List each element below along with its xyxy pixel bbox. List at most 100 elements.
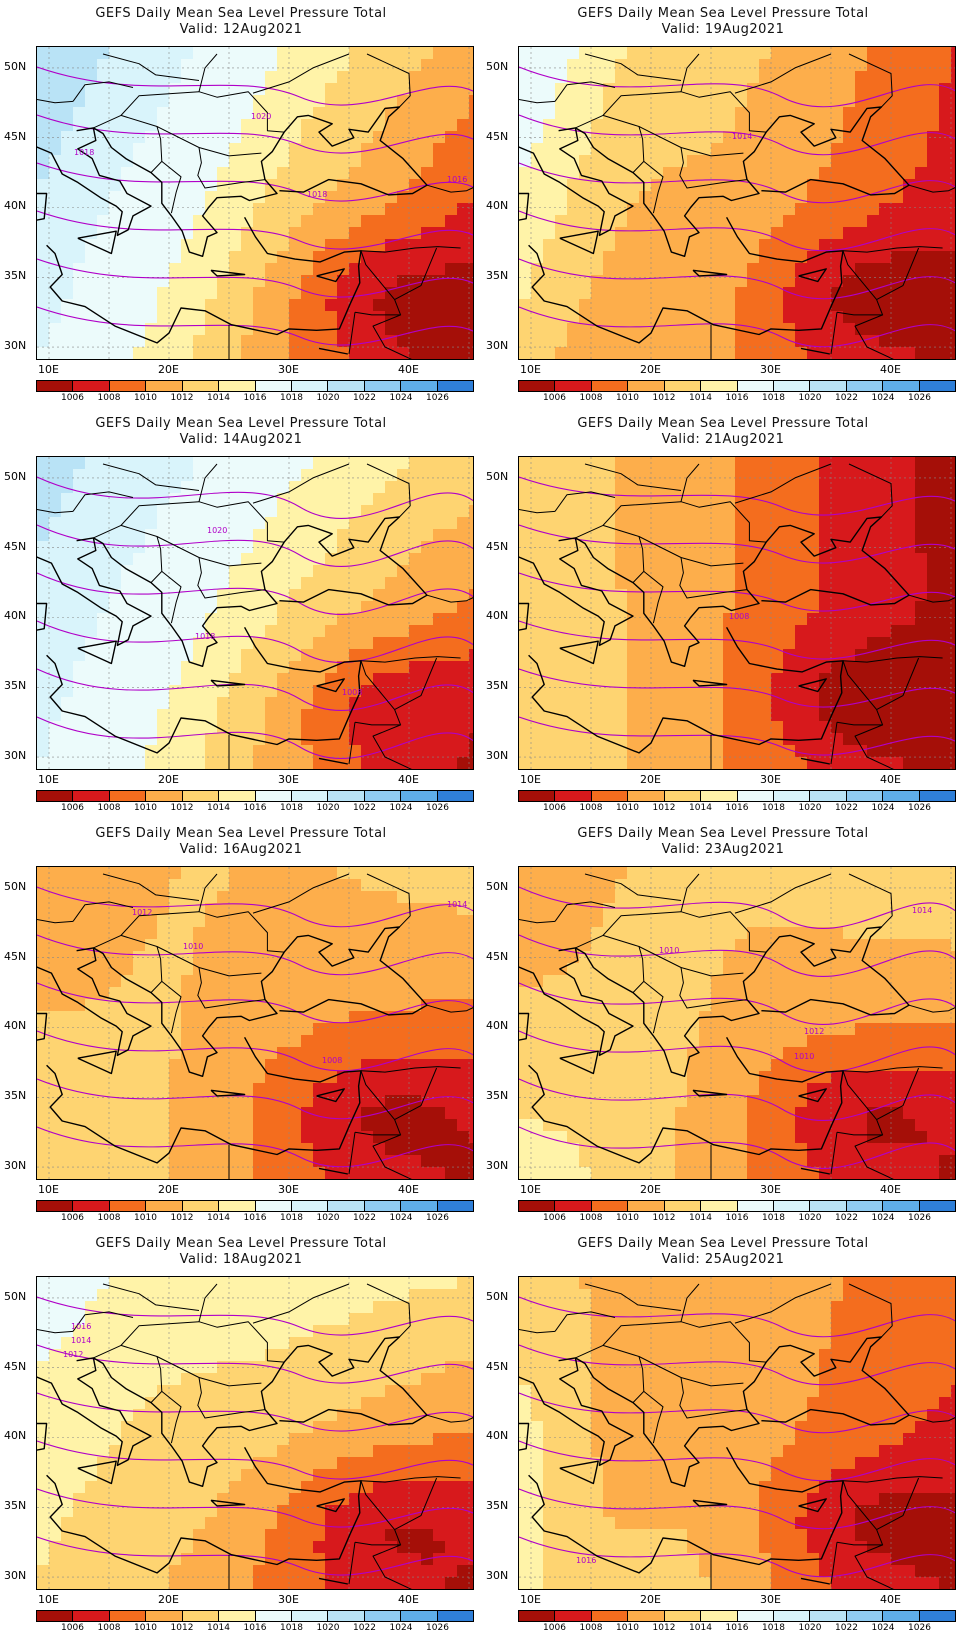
pressure-map: 1012 1010 1008 1014 xyxy=(36,866,474,1180)
colorbar-tick-label: 1022 xyxy=(835,1213,858,1223)
lat-tick-label: 35N xyxy=(486,1499,509,1513)
colorbar-swatch xyxy=(37,791,74,801)
colorbar-tick-label: 1006 xyxy=(61,1213,84,1223)
colorbar-tick-label: 1020 xyxy=(798,1623,822,1633)
colorbar-swatch xyxy=(628,1201,665,1211)
colorbar-tick-label: 1026 xyxy=(426,803,449,813)
colorbar-tick-label: 1020 xyxy=(316,803,340,813)
colorbar xyxy=(36,380,474,392)
colorbar-tick-label: 1020 xyxy=(798,393,822,403)
lon-tick-label: 30E xyxy=(760,1183,781,1196)
lat-tick-label: 40N xyxy=(486,199,509,213)
contour-label: 1008 xyxy=(342,688,362,697)
colorbar-swatch xyxy=(555,1201,592,1211)
colorbar-swatch xyxy=(810,791,847,801)
colorbar-tick-label: 1026 xyxy=(908,1213,931,1223)
colorbar-swatch xyxy=(919,791,956,801)
colorbar-swatch xyxy=(219,791,256,801)
lon-tick-label: 40E xyxy=(880,363,901,376)
map-panel-6: GEFS Daily Mean Sea Level Pressure Total… xyxy=(482,820,964,1230)
colorbar-tick-label: 1022 xyxy=(835,803,858,813)
colorbar-ticks: 1006 1008 1010 1012 1014 1016 1018 1020 1022 1024… xyxy=(36,393,474,405)
contour-label: 1010 xyxy=(183,942,203,951)
colorbar-swatch xyxy=(109,1201,147,1211)
colorbar-swatch xyxy=(37,1611,74,1621)
lon-tick-label: 30E xyxy=(278,1593,299,1606)
contour-label: 1008 xyxy=(322,1056,342,1065)
lon-tick-label: 40E xyxy=(398,1183,419,1196)
colorbar-tick-label: 1024 xyxy=(871,1213,895,1223)
colorbar-swatch xyxy=(591,1611,629,1621)
map-panel-3: GEFS Daily Mean Sea Level Pressure Total… xyxy=(0,410,482,820)
pressure-shading xyxy=(519,47,955,359)
contour-label: 1020 xyxy=(251,112,271,121)
colorbar-tick-label: 1024 xyxy=(871,393,895,403)
pressure-map: 1016 xyxy=(518,1276,956,1590)
lat-tick-label: 35N xyxy=(4,269,27,283)
lat-tick-label: 30N xyxy=(486,1159,509,1173)
contour-label: 1014 xyxy=(447,900,467,909)
pressure-shading xyxy=(37,47,473,359)
colorbar-ticks: 1006 1008 1010 1012 1014 1016 1018 1020 1022 1024… xyxy=(36,1213,474,1225)
colorbar-tick-label: 1020 xyxy=(316,1213,340,1223)
lon-tick-label: 40E xyxy=(880,1593,901,1606)
lat-tick-label: 40N xyxy=(4,1019,27,1033)
panel-valid-date: Valid: 21Aug2021 xyxy=(661,432,785,447)
colorbar-swatch xyxy=(146,1201,183,1211)
colorbar-tick-label: 1020 xyxy=(316,393,340,403)
pressure-shading xyxy=(519,1277,955,1589)
lat-tick-label: 40N xyxy=(486,1429,509,1443)
map-panel-8: GEFS Daily Mean Sea Level Pressure Total… xyxy=(482,1230,964,1640)
colorbar-swatch xyxy=(846,1611,884,1621)
lon-tick-label: 40E xyxy=(880,773,901,786)
colorbar-tick-label: 1016 xyxy=(243,1213,267,1223)
colorbar-tick-label: 1006 xyxy=(543,1623,566,1633)
panel-valid-date: Valid: 18Aug2021 xyxy=(179,1252,303,1267)
lon-tick-label: 20E xyxy=(640,363,661,376)
colorbar-tick-label: 1008 xyxy=(97,1213,121,1223)
panel-title: GEFS Daily Mean Sea Level Pressure Total xyxy=(577,6,869,21)
lat-tick-label: 40N xyxy=(486,609,509,623)
panel-valid-date: Valid: 16Aug2021 xyxy=(179,842,303,857)
colorbar-tick-label: 1008 xyxy=(97,393,121,403)
colorbar-swatch xyxy=(401,1611,438,1621)
colorbar-tick-label: 1014 xyxy=(207,1213,230,1223)
colorbar-tick-label: 1018 xyxy=(762,1213,785,1223)
contour-label: 1016 xyxy=(576,1556,596,1565)
coastlines-borders xyxy=(519,463,955,769)
contour-label: 1014 xyxy=(912,906,932,915)
colorbar xyxy=(518,790,956,802)
pressure-shading xyxy=(37,457,473,769)
panel-valid-date: Valid: 23Aug2021 xyxy=(661,842,785,857)
colorbar-swatch xyxy=(255,381,292,391)
panel-title: GEFS Daily Mean Sea Level Pressure Total xyxy=(577,826,869,841)
lat-tick-label: 35N xyxy=(4,679,27,693)
colorbar-tick-label: 1008 xyxy=(97,1623,121,1633)
pressure-map: 1008 xyxy=(518,456,956,770)
pressure-shading xyxy=(37,867,473,1179)
colorbar-swatch xyxy=(628,1611,665,1621)
colorbar-tick-label: 1016 xyxy=(243,393,267,403)
colorbar-tick-label: 1026 xyxy=(426,1213,449,1223)
colorbar-swatch xyxy=(146,791,183,801)
colorbar-swatch xyxy=(401,381,438,391)
colorbar-swatch xyxy=(737,791,774,801)
colorbar-swatch xyxy=(519,1611,556,1621)
lon-tick-label: 20E xyxy=(158,1183,179,1196)
isobars xyxy=(37,476,473,759)
colorbar-tick-label: 1024 xyxy=(871,803,895,813)
colorbar-tick-label: 1006 xyxy=(543,393,566,403)
contour-label: 1008 xyxy=(729,612,749,621)
colorbar-tick-label: 1010 xyxy=(134,1623,157,1633)
colorbar-ticks: 1006 1008 1010 1012 1014 1016 1018 1020 1022 1024… xyxy=(518,393,956,405)
coastlines-borders xyxy=(37,463,473,769)
lon-tick-label: 30E xyxy=(760,773,781,786)
colorbar-swatch xyxy=(664,791,702,801)
colorbar-swatch xyxy=(328,381,365,391)
colorbar-tick-label: 1006 xyxy=(543,803,566,813)
map-panel-7: GEFS Daily Mean Sea Level Pressure Total… xyxy=(0,1230,482,1640)
colorbar-swatch xyxy=(628,381,665,391)
colorbar-tick-label: 1018 xyxy=(762,803,785,813)
lon-tick-label: 20E xyxy=(158,773,179,786)
colorbar-tick-label: 1020 xyxy=(316,1623,340,1633)
